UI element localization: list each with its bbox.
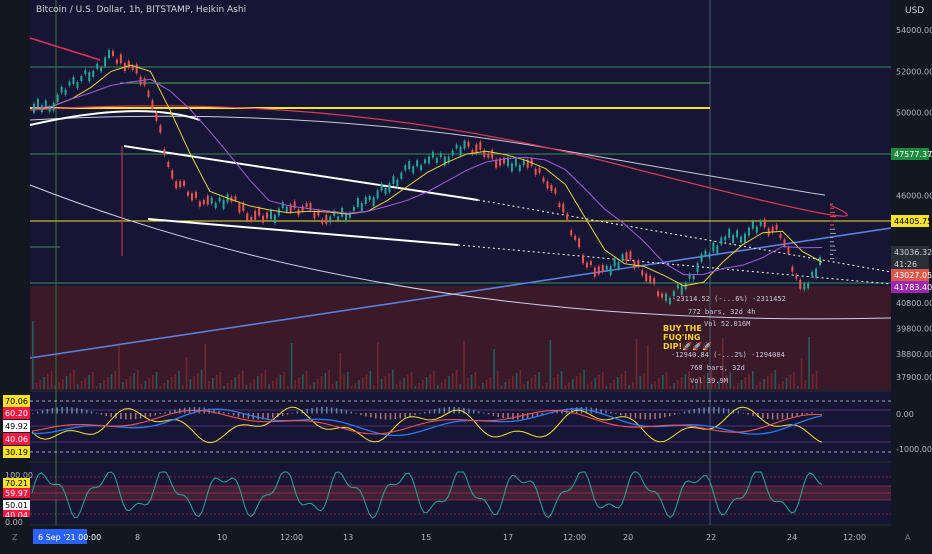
red-trendline — [29, 37, 101, 61]
time-tick-label: 13 — [343, 533, 353, 542]
price-badge — [891, 246, 929, 258]
osc1-level-badge — [3, 446, 30, 458]
note-line: FUQ'ING — [663, 333, 701, 342]
price-badge — [891, 269, 929, 281]
time-tick-label: 6 Sep '21 00:00 — [38, 533, 101, 542]
white-curve — [29, 184, 892, 320]
buy-the-dip-note: BUY THE FUQ'ING DIP!🚀🚀🚀 — [663, 324, 712, 351]
timezone-icon[interactable]: Z — [12, 533, 18, 542]
price-badge-label: 43036.32 — [894, 248, 932, 257]
price-badge-label: 41:26 — [894, 260, 917, 269]
osc1-level-badge — [3, 433, 30, 445]
price-badge-label: 43027.05 — [894, 271, 932, 280]
osc2-level-label: 59.97 — [5, 489, 28, 498]
time-tick-label: 12:00 — [843, 533, 866, 542]
osc2-level-badge — [3, 500, 30, 510]
currency-label: USD — [905, 6, 925, 16]
time-tick-label: 24 — [787, 533, 797, 542]
time-tick-label: 10 — [217, 533, 227, 542]
price-badge — [891, 258, 929, 270]
time-tick-label: 12:00 — [280, 533, 303, 542]
price-badge — [891, 148, 929, 160]
price-tick-label: 50000.00 — [896, 109, 932, 118]
measure-label: -23114.52 (-...6%) -2311452 — [672, 295, 786, 303]
osc1-level-label: 30.19 — [5, 448, 28, 457]
ma-bold-white — [29, 110, 201, 126]
measure-label: -12940.84 (-...2%) -1294084 — [671, 351, 785, 359]
time-tick-label: 17 — [503, 533, 513, 542]
blue-trendline — [29, 227, 892, 359]
osc1-level-label: 40.06 — [5, 435, 28, 444]
osc2-level-badge — [3, 488, 30, 498]
osc1-level-label: 70.06 — [5, 397, 28, 406]
measure-label: 772 bars, 32d 4h — [688, 308, 756, 316]
osc2-level-label: 100.00 — [5, 471, 33, 480]
channel-upper-line — [123, 145, 479, 201]
time-axis-bg[interactable] — [0, 526, 932, 550]
time-cursor-badge — [33, 529, 87, 544]
time-tick-label: 20 — [623, 533, 633, 542]
time-tick-label: 15 — [421, 533, 431, 542]
ma-red — [29, 105, 848, 217]
osc2-level-badge — [3, 478, 30, 488]
auto-scale-button[interactable]: A — [905, 533, 911, 542]
price-badge-label: 44405.75 — [894, 217, 932, 226]
osc1-level-badge — [3, 420, 30, 432]
osc2-level-label: 0.00 — [5, 518, 23, 527]
price-tick-label: 54000.00 — [896, 26, 932, 35]
time-tick-label: 8 — [135, 533, 140, 542]
price-tick-label: 39800.00 — [896, 325, 932, 334]
osc2-line — [31, 471, 823, 519]
price-badge — [891, 281, 929, 293]
measure-label: Vol 52.016M — [704, 320, 751, 328]
projection-marks — [830, 203, 836, 260]
osc2-level-label: 40.04 — [5, 511, 28, 520]
osc1-level-badge — [3, 407, 30, 419]
chart-title: Bitcoin / U.S. Dollar, 1h, BITSTAMP, Hei… — [36, 5, 247, 15]
osc1-level-label: 60.20 — [5, 409, 28, 418]
lower-zone-bg — [30, 286, 891, 390]
measure-label: 768 bars, 32d — [690, 364, 745, 372]
osc1-level-badge — [3, 395, 30, 407]
channel-lower-line — [147, 218, 459, 246]
osc1-lines — [31, 406, 823, 444]
price-tick-label: 52000.00 — [896, 67, 932, 76]
osc1-level-label: 49.92 — [5, 422, 28, 431]
time-tick-label: 22 — [706, 533, 716, 542]
price-tick-label: 46000.00 — [896, 191, 932, 200]
measure-label: Vol 39.9M — [690, 377, 728, 385]
osc1-tick-label: -1000.00 — [896, 445, 932, 454]
time-tick-label: 12:00 — [563, 533, 586, 542]
price-badge-label: 47577.37 — [894, 150, 932, 159]
osc2-level-badge — [3, 470, 30, 480]
osc1-tick-label: 0.00 — [896, 410, 914, 419]
volume-bars — [32, 321, 818, 389]
note-line: DIP!🚀🚀🚀 — [663, 342, 713, 351]
osc2-level-label: 50.01 — [5, 501, 28, 510]
osc2-level-badge — [3, 517, 30, 527]
ma-white — [29, 115, 826, 196]
price-tick-label: 40800.00 — [896, 299, 932, 308]
moving-averages — [31, 64, 823, 287]
osc2-level-label: 70.21 — [5, 479, 28, 488]
price-badge — [891, 215, 929, 227]
note-line: BUY THE — [663, 324, 702, 333]
price-tick-label: 37900.00 — [896, 373, 932, 382]
main-pane-bg — [30, 0, 891, 286]
price-tick-label: 38800.00 — [896, 350, 932, 359]
price-badge-label: 41783.40 — [894, 283, 932, 292]
osc2-level-badge — [3, 510, 30, 520]
